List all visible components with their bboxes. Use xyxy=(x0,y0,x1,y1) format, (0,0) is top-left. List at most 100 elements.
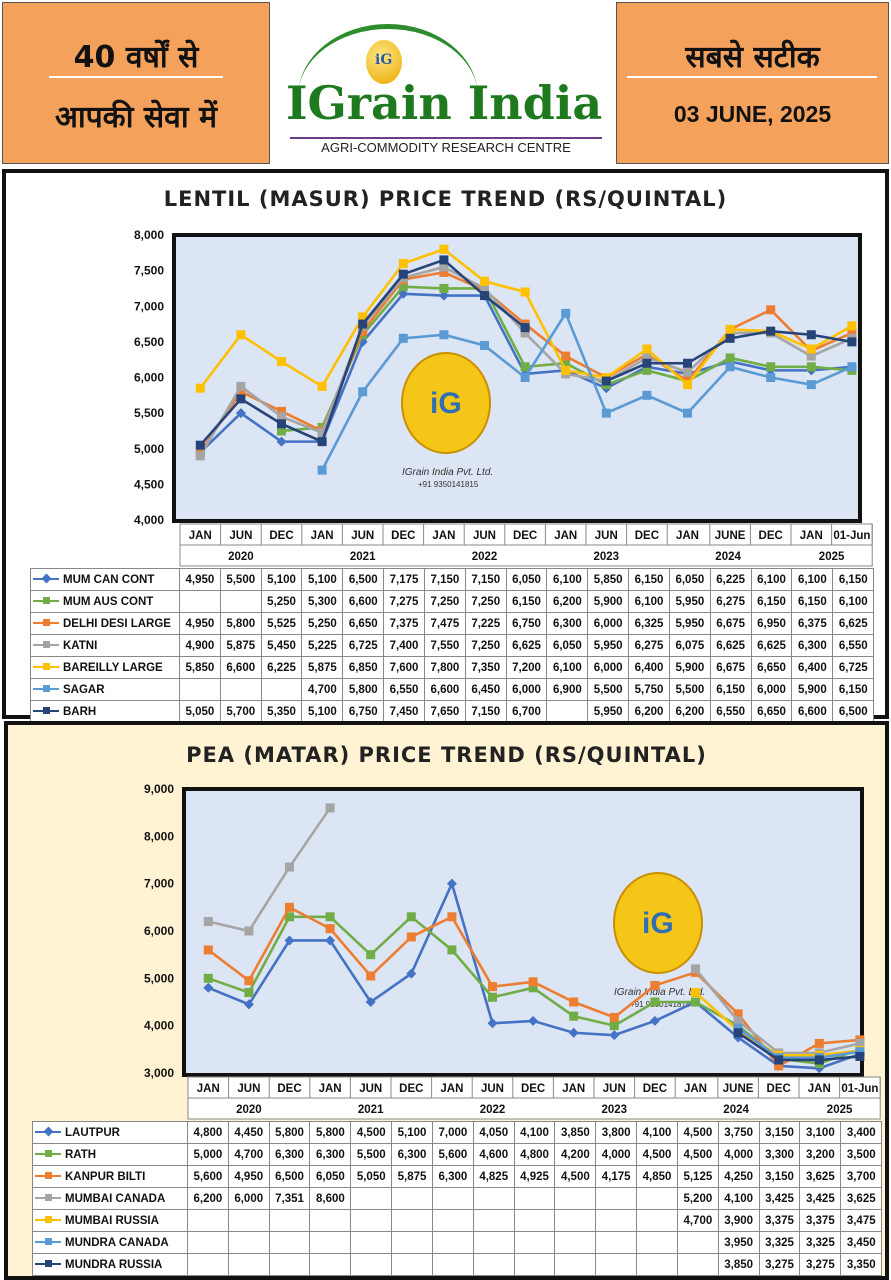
table-cell xyxy=(431,1209,474,1232)
table-cell: 6,600 xyxy=(423,678,466,701)
lentil-data-point xyxy=(317,381,327,391)
pea-data-point xyxy=(855,1051,865,1061)
logo-arc xyxy=(298,24,478,169)
lentil-data-point xyxy=(520,362,530,372)
table-cell xyxy=(595,1253,638,1276)
lentil-data-point xyxy=(277,356,286,366)
table-cell: 5,850 xyxy=(587,568,630,591)
table-cell: 3,275 xyxy=(799,1253,842,1276)
table-cell xyxy=(513,1231,556,1254)
table-cell: 6,650 xyxy=(342,612,385,635)
lentil-category-label: JAN xyxy=(311,530,334,542)
pea-chart: 3,000 4,000 5,000 6,000 7,000 8,000 9,000 iG IGr… xyxy=(144,782,881,1120)
table-cell: 5,900 xyxy=(587,590,630,613)
table-cell xyxy=(268,1231,311,1254)
lentil-watermark: iG IGrain India Pvt. Ltd. +91 9350141815 xyxy=(401,352,493,489)
pea-year-label: 2020 xyxy=(236,1104,262,1116)
table-cell: 4,800 xyxy=(187,1121,229,1144)
table-cell xyxy=(227,1209,270,1232)
table-cell: 4,500 xyxy=(554,1165,597,1188)
table-cell xyxy=(554,1187,597,1210)
table-cell: 3,475 xyxy=(840,1209,883,1232)
pea-year-label: 2024 xyxy=(723,1104,749,1116)
lentil-data-point xyxy=(439,330,449,340)
legend-swatch-icon xyxy=(33,685,59,693)
table-cell: 6,600 xyxy=(342,590,385,613)
lentil-category-label: JAN xyxy=(800,530,823,542)
table-cell xyxy=(513,1209,556,1232)
lentil-series-line xyxy=(320,310,853,471)
table-cell: 6,050 xyxy=(309,1165,352,1188)
pea-category-label: JUN xyxy=(237,1083,260,1095)
table-cell xyxy=(513,1187,556,1210)
lentil-ytick-label: 4,500 xyxy=(134,477,164,491)
pea-year-label: 2025 xyxy=(827,1104,853,1116)
table-cell: 6,675 xyxy=(709,656,752,679)
lentil-year-label: 2023 xyxy=(594,551,620,563)
lentil-data-point xyxy=(725,324,735,334)
lentil-data-point xyxy=(317,437,327,447)
lentil-category-label: JAN xyxy=(554,530,577,542)
lentil-data-point xyxy=(358,312,368,322)
table-cell: 7,225 xyxy=(464,612,507,635)
lentil-category-label: DEC xyxy=(391,530,415,542)
lentil-year-label: 2024 xyxy=(715,551,741,563)
table-cell: 3,200 xyxy=(799,1143,842,1166)
pea-data-point xyxy=(649,1015,660,1026)
pea-data-point xyxy=(691,997,700,1007)
table-cell: 6,550 xyxy=(709,700,752,723)
lentil-data-point xyxy=(683,380,692,390)
pea-data-point xyxy=(814,1063,825,1074)
pea-data-point xyxy=(244,988,254,998)
lentil-data-point xyxy=(766,305,776,315)
table-cell: 5,500 xyxy=(668,678,711,701)
lentil-data-point xyxy=(642,358,652,368)
lentil-category-label: 01-Jun xyxy=(833,530,870,542)
lentil-data-point xyxy=(195,440,205,450)
series-legend-cell: MUNDRA RUSSIA xyxy=(32,1253,188,1276)
table-cell: 7,250 xyxy=(423,590,466,613)
pea-ytick-label: 8,000 xyxy=(144,829,174,843)
table-cell xyxy=(595,1231,638,1254)
table-cell: 5,050 xyxy=(179,700,221,723)
table-cell: 3,900 xyxy=(717,1209,760,1232)
table-cell: 6,675 xyxy=(709,612,752,635)
series-name: MUM AUS CONT xyxy=(63,595,154,608)
pea-ytick-label: 5,000 xyxy=(144,971,174,985)
pea-data-point xyxy=(569,997,579,1007)
pea-category-label: JUN xyxy=(603,1083,626,1095)
pea-ytick-label: 9,000 xyxy=(144,782,174,796)
table-cell: 6,200 xyxy=(187,1187,229,1210)
lentil-plot-area xyxy=(172,233,862,523)
table-cell: 5,750 xyxy=(628,678,670,701)
lentil-data-point xyxy=(561,365,571,375)
lentil-watermark-phone: +91 9350141815 xyxy=(418,480,479,489)
table-cell: 6,300 xyxy=(546,612,589,635)
table-cell: 6,075 xyxy=(668,634,711,657)
pea-series-6 xyxy=(733,1028,865,1065)
pea-series-line xyxy=(208,807,332,933)
table-cell: 6,050 xyxy=(505,568,548,591)
lentil-data-point xyxy=(480,340,489,350)
pea-year-label: 2023 xyxy=(602,1104,628,1116)
table-cell: 5,250 xyxy=(260,590,303,613)
table-cell: 3,425 xyxy=(758,1187,801,1210)
table-cell xyxy=(546,700,589,723)
table-cell: 7,175 xyxy=(383,568,425,591)
pea-watermark-company: IGrain India Pvt. Ltd. xyxy=(614,987,705,998)
lentil-data-point xyxy=(806,330,816,340)
table-cell: 6,225 xyxy=(709,568,752,591)
table-cell xyxy=(636,1253,678,1276)
pea-data-point xyxy=(285,912,294,922)
pea-category-label: DEC xyxy=(521,1083,545,1095)
pea-data-point xyxy=(855,1038,865,1048)
table-cell: 3,325 xyxy=(758,1231,801,1254)
table-cell xyxy=(227,1253,270,1276)
legend-swatch-icon xyxy=(33,641,59,649)
series-name: MUNDRA RUSSIA xyxy=(65,1258,163,1271)
lentil-data-point xyxy=(806,362,816,372)
table-cell xyxy=(391,1209,433,1232)
table-cell: 3,275 xyxy=(758,1253,801,1276)
lentil-data-point xyxy=(520,287,530,297)
series-legend-cell: KATNI xyxy=(30,634,180,657)
